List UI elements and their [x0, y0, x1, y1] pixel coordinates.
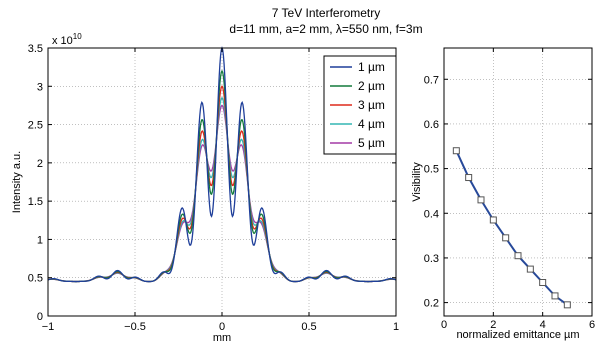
intensity-y-multiplier-base: x 10	[52, 35, 73, 47]
intensity-x-tick-label: −1	[42, 321, 55, 333]
intensity-x-tick-label: −0.5	[124, 321, 146, 333]
visibility-y-tick-label: 0.6	[424, 119, 439, 131]
visibility-ticks: 0 2 4 6 0.2 0.3 0.4 0.5 0.6 0.7	[424, 48, 595, 331]
visibility-plot-frame	[443, 47, 593, 317]
visibility-x-tick-label: 0	[441, 319, 447, 331]
visibility-x-tick-label: 2	[490, 319, 496, 331]
visibility-y-tick-label: 0.2	[424, 298, 439, 310]
intensity-chart: −1 −0.5 0 0.5 100.511.522.533.5 mm Intensity…	[11, 32, 399, 344]
legend-item-2: 2 µm	[330, 79, 385, 93]
intensity-y-tick-label: 2.5	[28, 120, 43, 132]
intensity-legend: 1 µm 2 µm 3 µm 4 µm 5 µm	[323, 55, 397, 155]
intensity-x-tick-label: 0.5	[301, 321, 316, 333]
visibility-y-tick-label: 0.4	[424, 208, 439, 220]
visibility-data-point	[465, 174, 473, 182]
intensity-x-tick-label: 0	[219, 321, 225, 333]
visibility-y-axis-label: Visibility	[411, 162, 423, 202]
legend-label-1: 1 µm	[358, 60, 385, 74]
intensity-y-multiplier-exponent: 10	[73, 32, 82, 41]
visibility-data-point	[526, 265, 534, 273]
intensity-x-tick-label: 1	[393, 321, 399, 333]
intensity-y-tick-label: 0.5	[28, 273, 43, 285]
intensity-y-tick-label: 3.5	[28, 43, 43, 55]
visibility-data-point	[514, 252, 522, 260]
intensity-y-tick-label: 2	[37, 158, 43, 170]
visibility-x-tick-label: 4	[540, 319, 546, 331]
visibility-series-line	[455, 150, 568, 306]
figure-title-line2: d=11 mm, a=2 mm, λ=550 nm, f=3m	[229, 22, 422, 36]
visibility-data-point	[477, 196, 485, 204]
intensity-y-tick-label: 1	[37, 234, 43, 246]
figure-title-line1: 7 TeV Interferometry	[272, 6, 381, 20]
intensity-series-line	[47, 69, 397, 283]
visibility-data-point	[452, 147, 460, 155]
legend-item-4: 4 µm	[330, 117, 385, 131]
intensity-y-tick-label: 1.5	[28, 196, 43, 208]
intensity-y-tick-label: 0	[37, 311, 43, 323]
visibility-data-point	[502, 234, 510, 242]
visibility-data-point	[563, 301, 571, 309]
legend-item-5: 5 µm	[330, 136, 385, 150]
legend-label-5: 5 µm	[358, 136, 385, 150]
intensity-y-multiplier: x 1010	[52, 32, 82, 47]
intensity-y-tick-label: 3	[37, 81, 43, 93]
intensity-x-axis-label: mm	[213, 332, 231, 344]
legend-label-3: 3 µm	[358, 98, 385, 112]
legend-item-1: 1 µm	[330, 60, 385, 74]
legend-label-4: 4 µm	[358, 117, 385, 131]
intensity-ticks: −1 −0.5 0 0.5 1 0 0.5 1 1.5 2 2.5 3 3.5	[28, 43, 399, 333]
legend-label-2: 2 µm	[358, 79, 385, 93]
visibility-x-axis-label: normalized emittance µm	[456, 329, 579, 341]
visibility-chart: 0 2 4 6 0.2 0.3 0.4 0.5 0.6 0.7 normalized emitta…	[411, 47, 595, 341]
visibility-y-tick-label: 0.3	[424, 253, 439, 265]
visibility-data-point	[539, 279, 547, 286]
visibility-x-tick-label: 6	[589, 319, 595, 331]
visibility-data-point	[551, 292, 559, 300]
legend-item-3: 3 µm	[330, 98, 385, 112]
visibility-series-group	[452, 147, 571, 309]
visibility-y-tick-label: 0.5	[424, 164, 439, 176]
visibility-data-point	[489, 216, 497, 224]
visibility-y-tick-label: 0.7	[424, 74, 439, 86]
visibility-plot-area	[444, 48, 592, 316]
intensity-y-axis-label: Intensity a.u.	[11, 151, 23, 213]
